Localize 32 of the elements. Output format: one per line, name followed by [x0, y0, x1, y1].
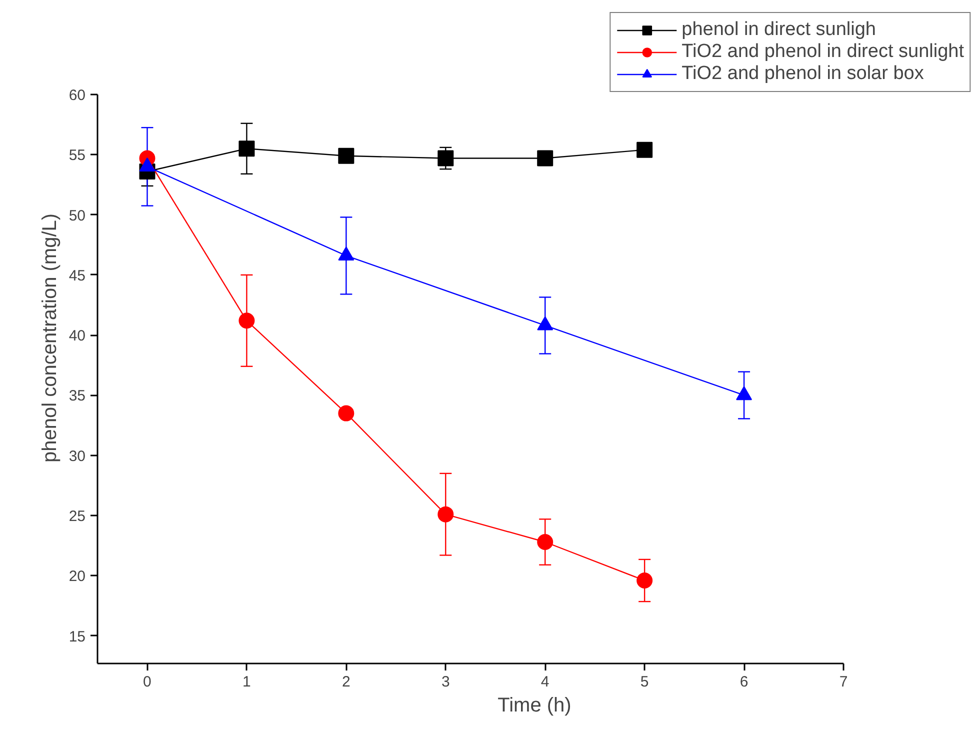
- y-tick-label: 45: [68, 267, 86, 284]
- y-tick-label: 55: [68, 147, 86, 164]
- point: [636, 572, 653, 588]
- legend-label: phenol in direct sunligh: [682, 19, 876, 41]
- y-tick-label: 50: [68, 207, 86, 224]
- y-tick-label: 15: [68, 628, 86, 646]
- x-tick-label: 1: [242, 674, 251, 690]
- y-tick-label: 35: [68, 388, 86, 405]
- x-axis-title: Time (h): [498, 694, 572, 716]
- x-tick-label: 7: [839, 674, 848, 690]
- legend-label: TiO2 and phenol in direct sunlight: [682, 41, 964, 63]
- point: [238, 312, 255, 329]
- x-tick-label: 6: [740, 674, 748, 690]
- x-tick-label: 2: [342, 674, 350, 690]
- y-tick-label: 20: [68, 568, 86, 586]
- y-tick-label: 40: [68, 328, 86, 345]
- point: [636, 142, 653, 158]
- point: [438, 506, 454, 522]
- point: [238, 140, 255, 157]
- y-tick-label: 30: [68, 448, 86, 465]
- y-axis-title: phenol concentration (mg/L): [38, 213, 61, 463]
- x-tick-label: 4: [540, 674, 550, 690]
- x-tick-label: 5: [640, 674, 649, 690]
- point: [537, 534, 554, 550]
- y-tick-label: 25: [68, 508, 86, 526]
- x-tick-label: 3: [441, 674, 450, 690]
- legend-label: TiO2 and phenol in solar box: [682, 63, 924, 85]
- point: [338, 405, 354, 422]
- y-tick-label: 60: [68, 87, 86, 104]
- x-tick-label: 0: [143, 674, 152, 690]
- point: [338, 148, 354, 164]
- point: [438, 150, 454, 166]
